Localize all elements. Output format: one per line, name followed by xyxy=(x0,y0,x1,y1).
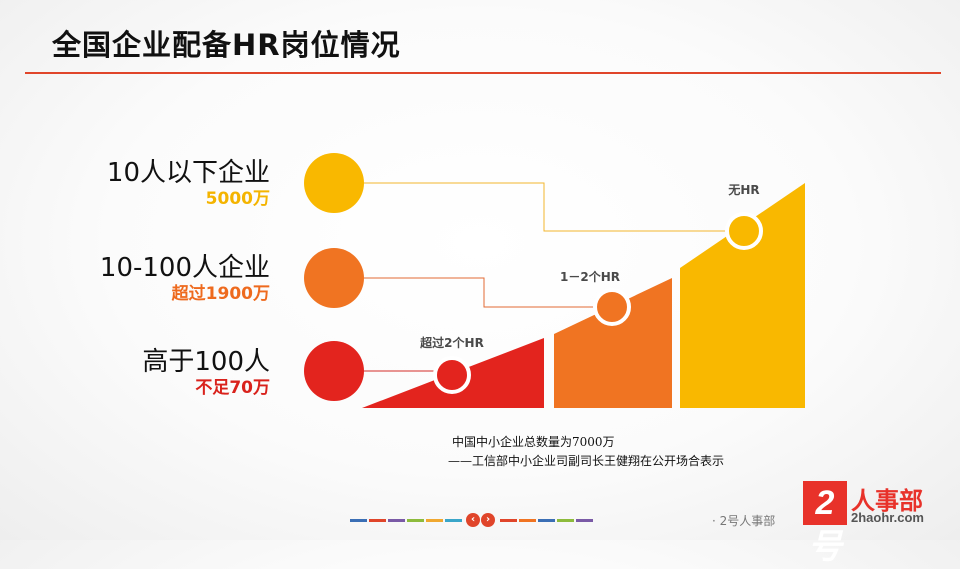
hr-tag-medium: 1－2个HR xyxy=(560,269,620,284)
nav-color-bar xyxy=(519,519,536,522)
nav-color-bar xyxy=(557,519,574,522)
hr-staircase-diagram: 无HR 1－2个HR 超过2个HR xyxy=(304,153,805,408)
circle-large xyxy=(304,341,364,401)
category-label: 高于100人 xyxy=(142,347,270,377)
nav-color-bar xyxy=(350,519,367,522)
logo-mark: 2号 xyxy=(803,481,847,566)
nav-color-bar xyxy=(407,519,424,522)
quote-attribution: ——工信部中小企业司副司长王健翔在公开场合表示 xyxy=(448,454,725,468)
circle-medium xyxy=(304,248,364,308)
step-medium xyxy=(554,278,672,408)
marker-large xyxy=(433,356,471,394)
nav-color-bar xyxy=(445,519,462,522)
category-value: 5000万 xyxy=(205,189,270,209)
watermark-text: · 2号人事部 xyxy=(712,514,776,528)
quote-line: 中国中小企业总数量为7000万 xyxy=(452,435,615,449)
nav-color-bar xyxy=(388,519,405,522)
nav-color-bar xyxy=(576,519,593,522)
category-label: 10人以下企业 xyxy=(106,158,270,188)
logo-url: 2haohr.com xyxy=(851,510,924,525)
hr-tag-large: 超过2个HR xyxy=(419,335,484,350)
hr-tag-small: 无HR xyxy=(727,183,759,197)
category-large: 高于100人 不足70万 xyxy=(142,347,270,399)
source-quote: 中国中小企业总数量为7000万 ——工信部中小企业司副司长王健翔在公开场合表示 xyxy=(448,433,724,471)
logo-name: 人事部 xyxy=(851,487,923,515)
category-medium: 10-100人企业 超过1900万 xyxy=(100,253,270,305)
brand-logo: 2号 人事部 2haohr.com xyxy=(803,481,943,566)
category-value: 超过1900万 xyxy=(171,284,270,304)
title-divider xyxy=(25,72,941,74)
nav-color-bar xyxy=(426,519,443,522)
marker-medium xyxy=(593,288,631,326)
category-label: 10-100人企业 xyxy=(99,253,270,283)
connector-small xyxy=(334,182,738,232)
nav-color-bar xyxy=(369,519,386,522)
nav-color-bar xyxy=(538,519,555,522)
marker-small xyxy=(725,212,763,250)
category-value: 不足70万 xyxy=(195,378,270,398)
category-small: 10人以下企业 5000万 xyxy=(107,158,270,210)
connector-medium xyxy=(334,277,608,308)
nav-color-bar xyxy=(500,519,517,522)
circle-small xyxy=(304,153,364,213)
page-title: 全国企业配备HR岗位情况 xyxy=(52,28,401,62)
step-small xyxy=(680,183,805,408)
prev-slide-button[interactable]: ‹ xyxy=(466,513,480,527)
next-slide-button[interactable]: › xyxy=(481,513,495,527)
